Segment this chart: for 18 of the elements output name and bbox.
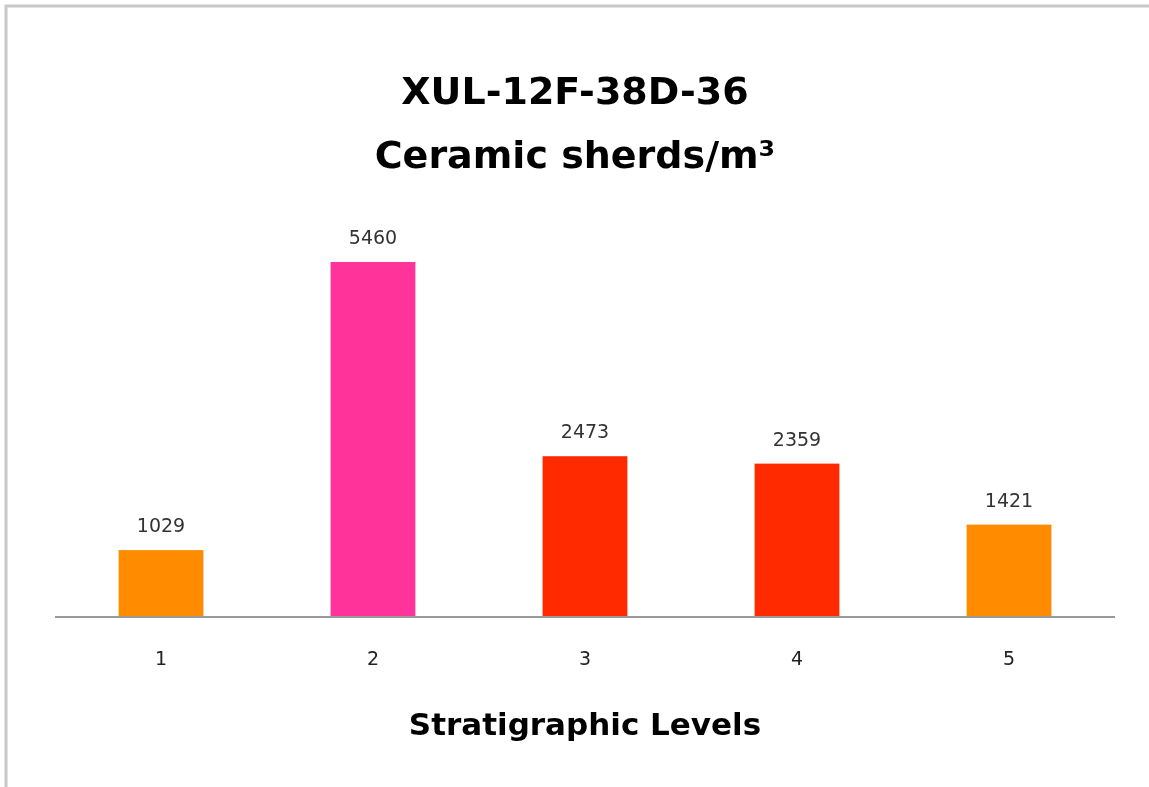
data-label: 5460 — [348, 226, 398, 248]
x-tick-label: 3 — [578, 647, 592, 670]
chart-title: XUL-12F-38D-36 — [401, 69, 749, 113]
bar — [754, 463, 840, 617]
data-label: 2359 — [772, 427, 822, 450]
x-axis-title: Stratigraphic Levels — [408, 706, 762, 742]
data-label: 1029 — [136, 514, 186, 537]
chart-subtitle: Ceramic sherds/m³ — [374, 133, 776, 177]
bar — [542, 456, 628, 617]
x-tick-label: 1 — [154, 647, 168, 670]
bar — [966, 524, 1052, 617]
x-tick-label: 4 — [790, 647, 804, 670]
x-tick-label: 2 — [366, 647, 380, 670]
bar — [118, 550, 204, 617]
x-tick-label: 5 — [1002, 647, 1016, 670]
data-label: 1421 — [984, 488, 1034, 511]
data-label: 2473 — [560, 420, 610, 443]
bar — [330, 262, 416, 617]
